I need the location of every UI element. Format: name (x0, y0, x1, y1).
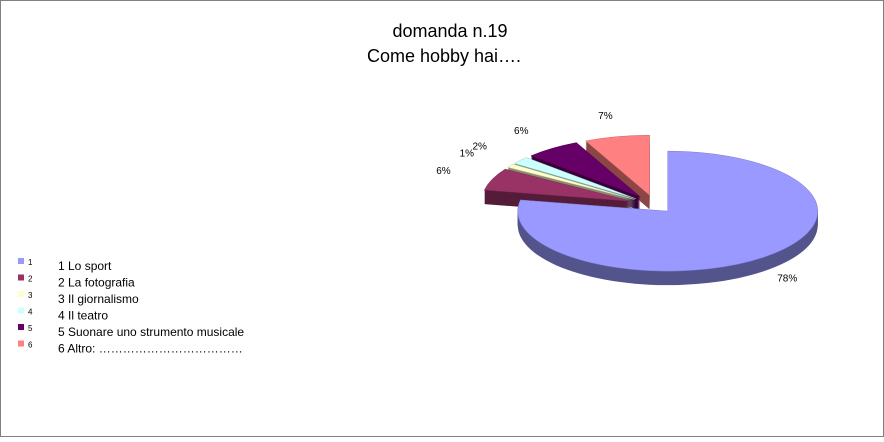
legend-text: 4 Il teatro (58, 309, 108, 323)
slice (517, 150, 818, 272)
legend-marker (18, 274, 24, 281)
slice (484, 168, 632, 202)
legend-label: 4 (28, 308, 33, 317)
legend-text: 6 Altro: ……………………………… (58, 342, 243, 356)
slice (530, 142, 641, 198)
data-label: 1% (460, 148, 475, 159)
data-label: 2% (472, 142, 487, 153)
slice (507, 163, 635, 200)
legend-text: 3 Il giornalismo (58, 292, 139, 306)
data-label: 78% (777, 274, 797, 285)
legend-label: 3 (28, 291, 33, 300)
legend-label: 1 (28, 258, 33, 267)
legend-text: 5 Suonare uno strumento musicale (58, 325, 244, 339)
legend-marker (18, 307, 24, 314)
data-label: 7% (598, 111, 613, 122)
legend-marker (18, 258, 24, 264)
legend-marker (18, 291, 24, 297)
data-label: 6% (514, 126, 529, 137)
legend-text: 2 La fotografia (58, 276, 135, 290)
slice (513, 157, 636, 199)
legend-label: 6 (28, 341, 33, 350)
data-label: 6% (436, 166, 451, 177)
legend-marker (18, 324, 24, 330)
slice (585, 134, 650, 196)
legend-marker (18, 340, 24, 347)
legend-label: 5 (28, 324, 33, 333)
legend-text: 1 Lo sport (58, 259, 112, 273)
legend-label: 2 (28, 275, 33, 284)
chart-title: domanda n.19 (392, 21, 507, 41)
chart-subtitle: Come hobby hai…. (367, 46, 521, 66)
